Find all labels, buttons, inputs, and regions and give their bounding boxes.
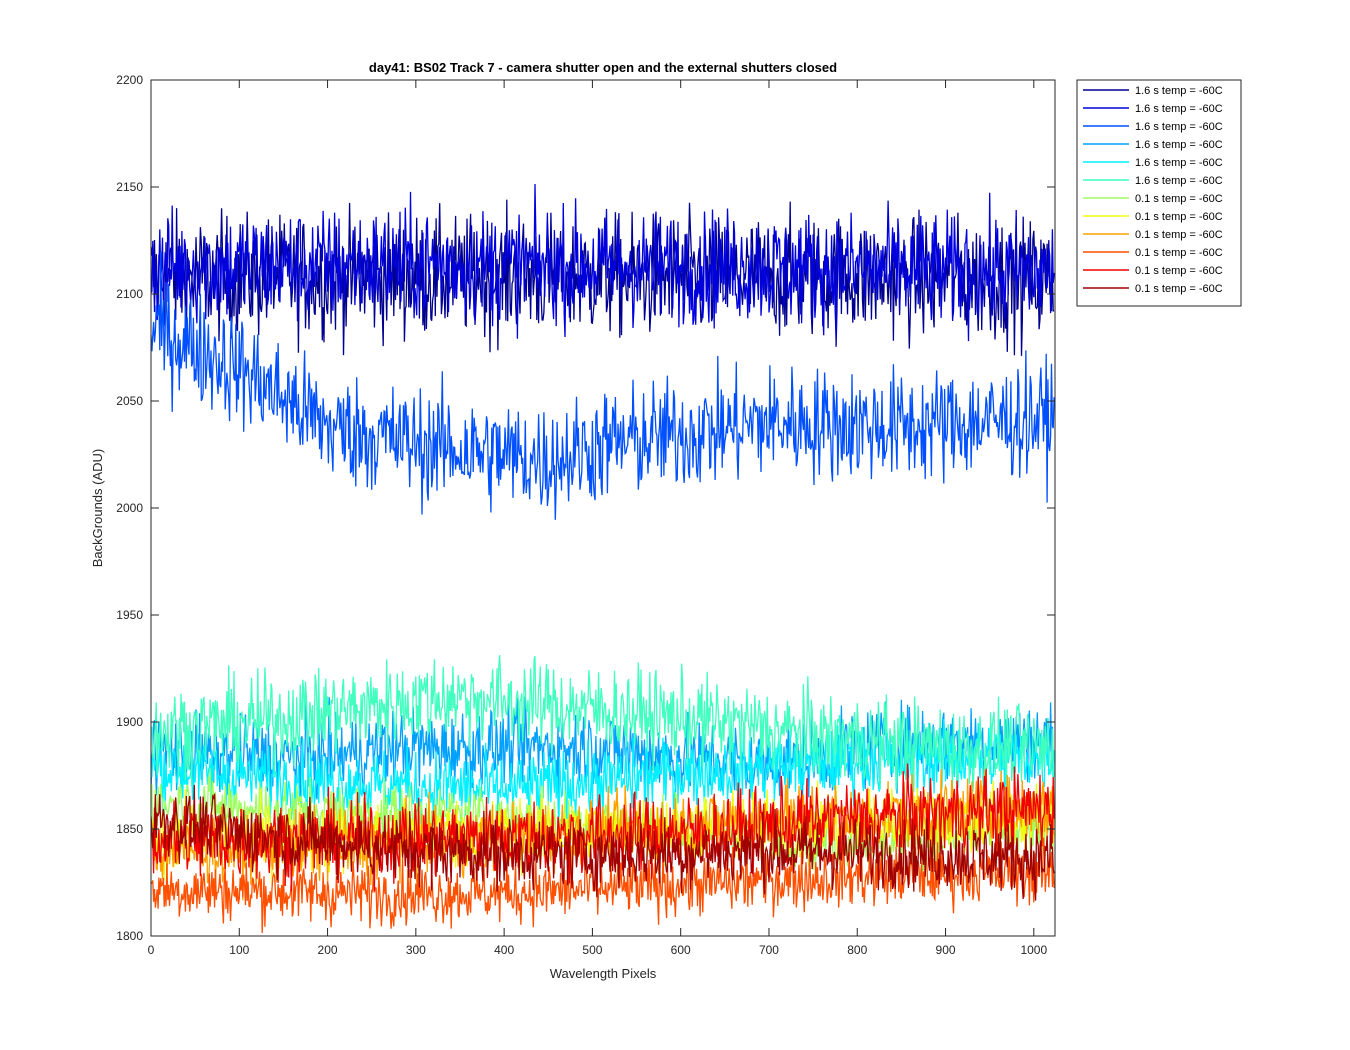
y-tick-label: 2100 [116,287,143,301]
legend-box [1076,79,1242,307]
y-tick-label: 1950 [116,608,143,622]
x-tick-label: 700 [759,943,779,957]
x-tick-label: 600 [671,943,691,957]
series-line-2 [151,183,1055,342]
series-line-12 [151,784,1055,901]
legend-entry: 1.6 s temp = -60C [1135,121,1223,133]
legend-entry: 1.6 s temp = -60C [1135,139,1223,151]
x-tick-label: 400 [494,943,514,957]
series-line-6 [151,655,1055,799]
x-tick-label: 800 [847,943,867,957]
y-tick-label: 1800 [116,929,143,943]
series-line-3 [151,251,1055,520]
legend-entry: 0.1 s temp = -60C [1135,193,1223,205]
tick-layer: 0 100 200 300 400 500 600 700 800 900 1000 1800 1850… [116,73,1055,957]
chart-title: day41: BS02 Track 7 - camera shutter ope… [369,60,837,75]
y-tick-label: 1900 [116,715,143,729]
legend-entry: 0.1 s temp = -60C [1135,283,1223,295]
x-tick-label: 0 [148,943,155,957]
x-tick-label: 100 [229,943,249,957]
x-tick-label: 900 [936,943,956,957]
legend-entry: 1.6 s temp = -60C [1135,157,1223,169]
series-line-11 [151,763,1055,892]
y-tick-label: 2000 [116,501,143,515]
legend-entry: 1.6 s temp = -60C [1135,175,1223,187]
x-tick-label: 200 [318,943,338,957]
legend-entry: 0.1 s temp = -60C [1135,265,1223,277]
y-tick-label: 2150 [116,180,143,194]
legend-entry: 0.1 s temp = -60C [1135,229,1223,241]
y-tick-label: 1850 [116,822,143,836]
legend-entry: 1.6 s temp = -60C [1135,85,1223,97]
x-axis-label: Wavelength Pixels [550,966,657,981]
legend-entry: 0.1 s temp = -60C [1135,211,1223,223]
series-line-4 [151,695,1055,802]
x-tick-label: 500 [582,943,602,957]
legend: 1.6 s temp = -60C 1.6 s temp = -60C 1.6 s … [1076,79,1242,307]
y-axis-label: BackGrounds (ADU) [90,449,105,567]
y-tick-label: 2200 [116,73,143,87]
y-tick-label: 2050 [116,394,143,408]
x-tick-label: 300 [406,943,426,957]
series-layer [151,183,1055,934]
legend-entry: 1.6 s temp = -60C [1135,103,1223,115]
x-tick-label: 1000 [1020,943,1047,957]
legend-entry: 0.1 s temp = -60C [1135,247,1223,259]
series-line-10 [151,837,1055,934]
